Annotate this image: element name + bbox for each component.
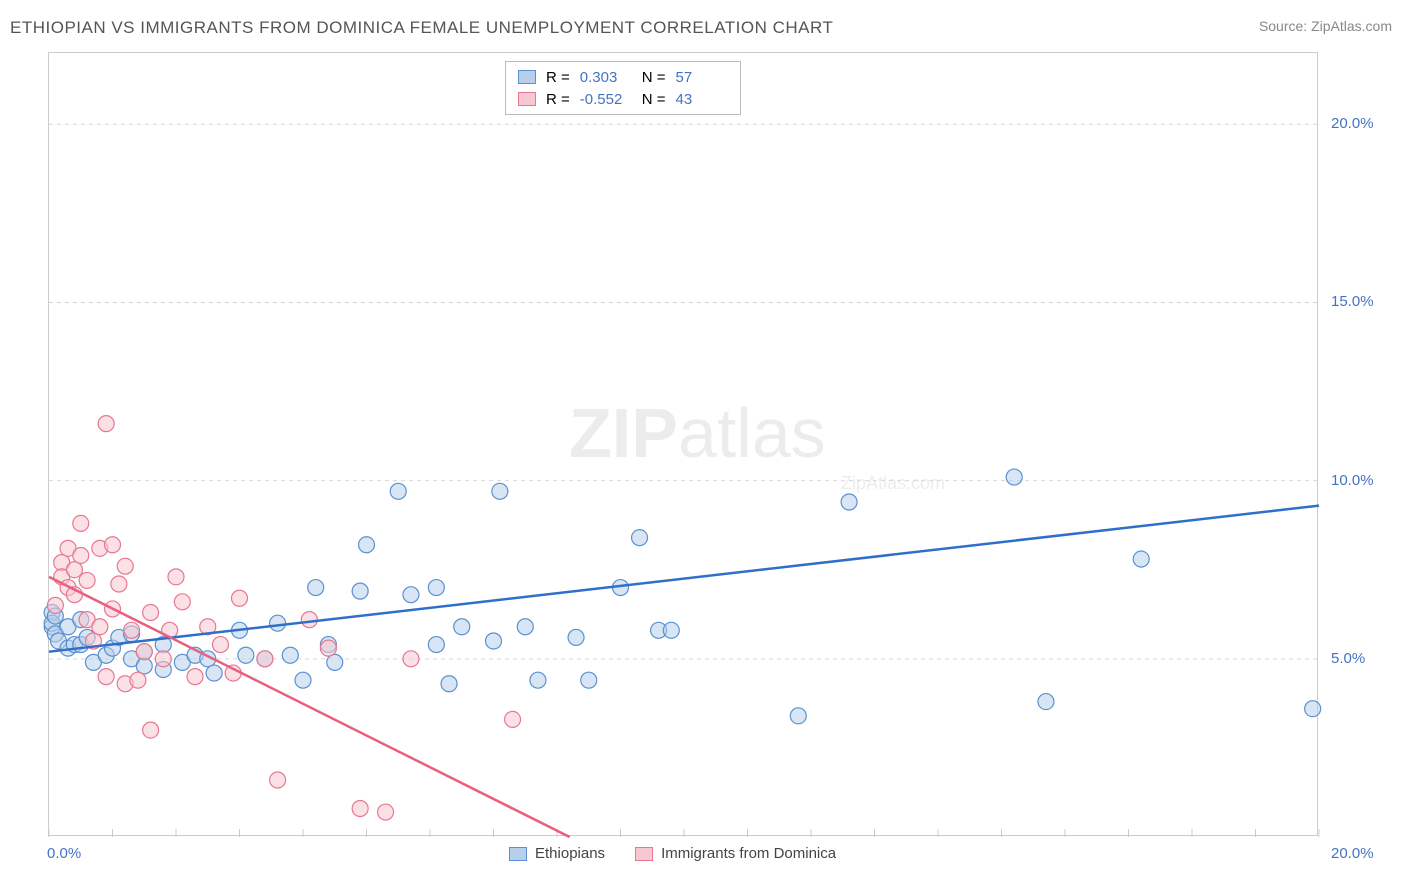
legend-series-label: Ethiopians xyxy=(535,845,605,862)
correlation-legend: R = 0.303 N = 57 R = -0.552 N = 43 xyxy=(505,61,741,115)
x-tick-label: 0.0% xyxy=(47,845,81,862)
stat-n-value: 57 xyxy=(676,69,728,86)
legend-item: Immigrants from Dominica xyxy=(635,845,836,862)
chart-svg xyxy=(49,53,1317,835)
legend-item: Ethiopians xyxy=(509,845,605,862)
legend-series-label: Immigrants from Dominica xyxy=(661,845,836,862)
series-legend: Ethiopians Immigrants from Dominica xyxy=(509,845,836,862)
y-tick-label: 10.0% xyxy=(1331,472,1374,489)
legend-row: R = -0.552 N = 43 xyxy=(518,88,728,110)
legend-swatch xyxy=(518,70,536,84)
chart-plot-area: ZIPatlas ZipAtlas.com R =0.303N =57R =-0… xyxy=(48,52,1318,836)
stat-n-label: N = xyxy=(642,91,666,108)
x-tick-label: 20.0% xyxy=(1331,845,1374,862)
stat-r-value: -0.552 xyxy=(580,91,632,108)
y-tick-label: 5.0% xyxy=(1331,650,1365,667)
stat-n-label: N = xyxy=(642,69,666,86)
legend-row: R = 0.303 N = 57 xyxy=(518,66,728,88)
legend-swatch xyxy=(509,847,527,861)
legend-swatch xyxy=(518,92,536,106)
source-attribution: Source: ZipAtlas.com xyxy=(1259,18,1392,34)
stat-r-label: R = xyxy=(546,91,570,108)
legend-swatch xyxy=(635,847,653,861)
stat-n-value: 43 xyxy=(676,91,728,108)
y-tick-label: 15.0% xyxy=(1331,293,1374,310)
chart-title: ETHIOPIAN VS IMMIGRANTS FROM DOMINICA FE… xyxy=(10,18,833,38)
stat-r-label: R = xyxy=(546,69,570,86)
y-tick-label: 20.0% xyxy=(1331,115,1374,132)
stat-r-value: 0.303 xyxy=(580,69,632,86)
